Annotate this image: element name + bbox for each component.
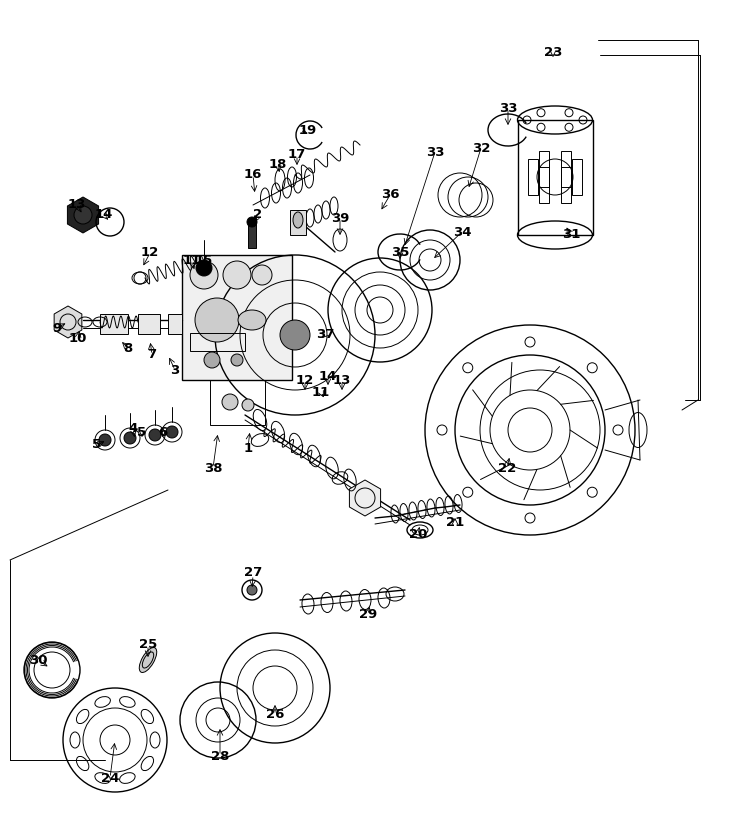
Text: 36: 36 (381, 189, 399, 201)
Text: 5: 5 (93, 439, 102, 451)
Text: 34: 34 (453, 226, 471, 238)
Text: 26: 26 (266, 708, 284, 722)
Text: 23: 23 (544, 45, 562, 59)
Bar (290, 210, 306, 235)
Bar (572, 159, 582, 195)
Polygon shape (68, 197, 99, 233)
Text: 11: 11 (183, 254, 201, 268)
Circle shape (195, 298, 239, 342)
Circle shape (222, 394, 238, 410)
Text: 12: 12 (296, 374, 314, 388)
Circle shape (223, 261, 251, 289)
Bar (528, 159, 538, 195)
Circle shape (247, 585, 257, 595)
Circle shape (149, 429, 161, 441)
Text: 9: 9 (52, 321, 62, 335)
Text: 8: 8 (124, 341, 132, 355)
Text: 30: 30 (29, 654, 47, 666)
Text: 14: 14 (319, 371, 337, 383)
Circle shape (231, 354, 243, 366)
Text: 7: 7 (147, 348, 157, 362)
Bar (518, 120, 593, 235)
Text: 14: 14 (95, 209, 113, 221)
Text: 12: 12 (141, 247, 159, 259)
Ellipse shape (238, 310, 266, 330)
Text: 15: 15 (195, 254, 213, 268)
Text: 11: 11 (312, 385, 330, 399)
Bar (561, 151, 571, 187)
Circle shape (252, 265, 272, 285)
Text: 13: 13 (333, 374, 351, 388)
Text: 33: 33 (499, 102, 517, 114)
Text: 1: 1 (244, 441, 252, 455)
Text: 16: 16 (244, 169, 262, 181)
Circle shape (280, 320, 310, 350)
Text: 4: 4 (128, 421, 138, 435)
Bar (210, 380, 265, 425)
Text: 3: 3 (170, 363, 180, 377)
Text: 5: 5 (138, 425, 146, 439)
Polygon shape (54, 306, 82, 338)
Text: 18: 18 (269, 159, 287, 171)
Text: 13: 13 (68, 199, 86, 211)
Text: 29: 29 (359, 608, 377, 622)
Text: 6: 6 (158, 425, 168, 439)
Text: 39: 39 (330, 211, 349, 225)
Circle shape (124, 432, 136, 444)
Bar (190, 333, 245, 351)
Bar (182, 255, 292, 380)
Text: 21: 21 (446, 517, 464, 529)
Circle shape (74, 206, 92, 224)
Text: 27: 27 (244, 565, 262, 579)
Bar (168, 314, 182, 334)
Bar (100, 314, 128, 334)
Bar (561, 167, 571, 203)
Circle shape (190, 261, 218, 289)
Bar (539, 151, 549, 187)
Text: 28: 28 (210, 749, 229, 763)
Bar (248, 218, 256, 248)
Circle shape (166, 426, 178, 438)
Text: 37: 37 (316, 329, 334, 341)
Text: 20: 20 (408, 529, 427, 541)
Text: 32: 32 (472, 142, 490, 154)
Text: 35: 35 (391, 246, 409, 258)
Circle shape (99, 434, 111, 446)
Text: 17: 17 (288, 149, 306, 161)
Text: 33: 33 (425, 145, 445, 159)
Text: 10: 10 (68, 331, 87, 345)
Text: 31: 31 (562, 228, 580, 242)
Text: 19: 19 (299, 123, 317, 137)
Text: 2: 2 (253, 209, 263, 221)
Text: 24: 24 (101, 772, 119, 784)
Bar (138, 314, 160, 334)
Circle shape (242, 399, 254, 411)
Circle shape (196, 260, 212, 276)
Polygon shape (350, 480, 381, 516)
Ellipse shape (293, 212, 303, 228)
Bar (539, 167, 549, 203)
Text: 25: 25 (139, 638, 157, 652)
Text: 22: 22 (498, 461, 516, 475)
Text: 38: 38 (204, 461, 222, 475)
Circle shape (204, 352, 220, 368)
Ellipse shape (139, 648, 157, 673)
Circle shape (247, 217, 257, 227)
